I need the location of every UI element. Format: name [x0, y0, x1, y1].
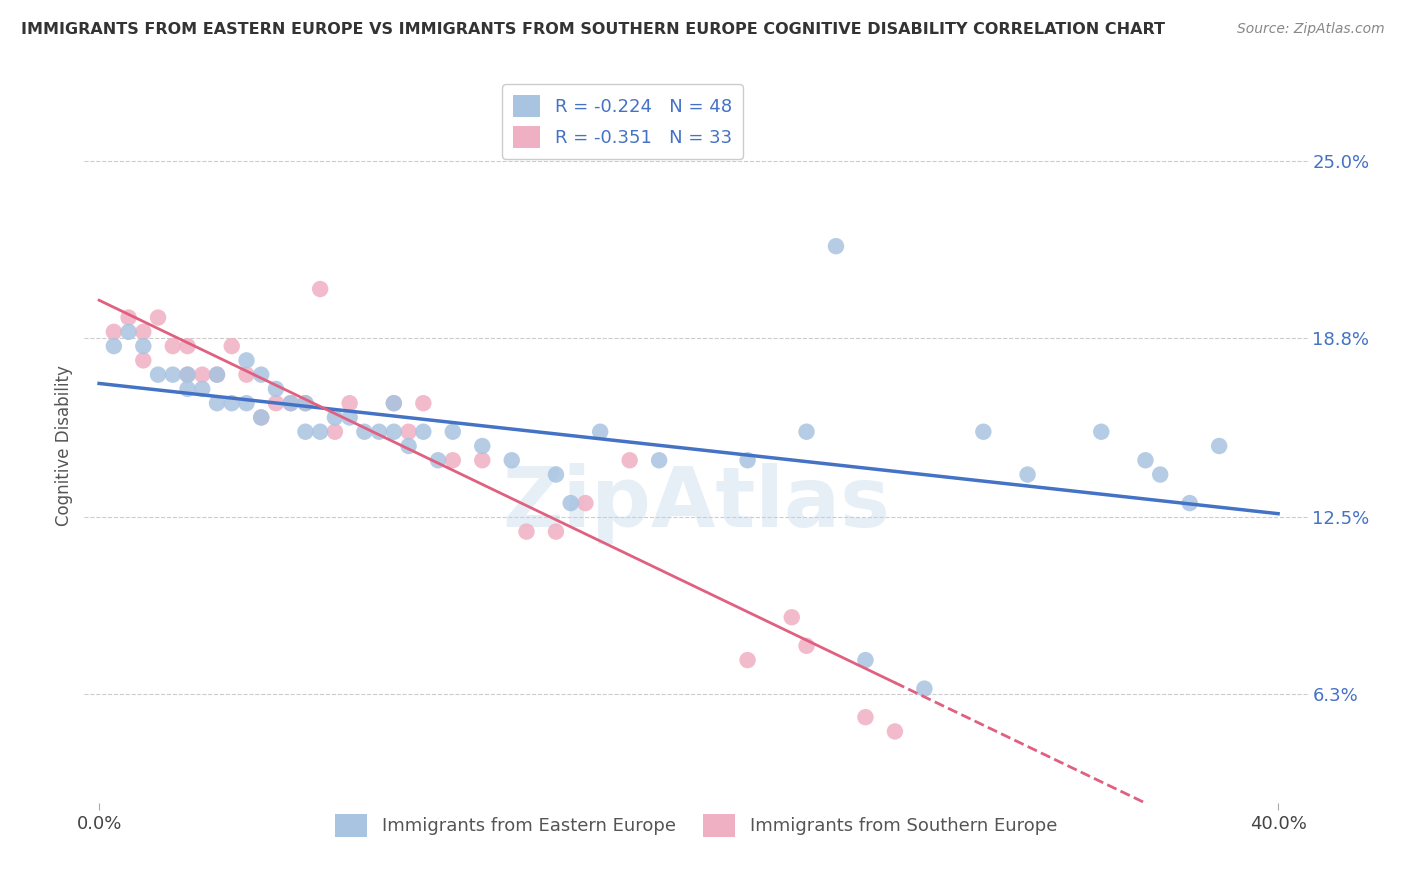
Point — [205, 368, 228, 382]
Point — [264, 382, 287, 396]
Point — [412, 425, 434, 439]
Point — [825, 239, 848, 253]
Point — [855, 653, 877, 667]
Point — [972, 425, 994, 439]
Point — [796, 639, 818, 653]
Point — [884, 724, 907, 739]
Point — [382, 425, 405, 439]
Point — [560, 496, 582, 510]
Point — [250, 410, 273, 425]
Point — [191, 368, 214, 382]
Point — [1135, 453, 1157, 467]
Point — [146, 310, 169, 325]
Point — [382, 396, 405, 410]
Point — [1017, 467, 1039, 482]
Point — [737, 653, 759, 667]
Point — [412, 396, 434, 410]
Point — [132, 325, 155, 339]
Point — [250, 368, 273, 382]
Point — [339, 410, 361, 425]
Text: Source: ZipAtlas.com: Source: ZipAtlas.com — [1237, 22, 1385, 37]
Point — [235, 396, 257, 410]
Point — [1090, 425, 1112, 439]
Point — [117, 325, 139, 339]
Point — [103, 339, 125, 353]
Point — [309, 425, 332, 439]
Legend: Immigrants from Eastern Europe, Immigrants from Southern Europe: Immigrants from Eastern Europe, Immigran… — [328, 807, 1064, 844]
Point — [912, 681, 935, 696]
Point — [221, 339, 243, 353]
Point — [589, 425, 612, 439]
Point — [191, 382, 214, 396]
Point — [339, 396, 361, 410]
Point — [280, 396, 302, 410]
Point — [250, 410, 273, 425]
Point — [294, 396, 316, 410]
Point — [264, 396, 287, 410]
Point — [294, 396, 316, 410]
Point — [427, 453, 450, 467]
Point — [1178, 496, 1201, 510]
Point — [176, 368, 198, 382]
Point — [737, 453, 759, 467]
Point — [162, 368, 184, 382]
Point — [323, 425, 346, 439]
Point — [544, 524, 567, 539]
Point — [441, 425, 464, 439]
Point — [235, 368, 257, 382]
Point — [780, 610, 803, 624]
Point — [1149, 467, 1171, 482]
Point — [368, 425, 391, 439]
Point — [176, 382, 198, 396]
Point — [398, 425, 420, 439]
Point — [398, 439, 420, 453]
Point — [855, 710, 877, 724]
Point — [382, 396, 405, 410]
Point — [294, 425, 316, 439]
Point — [353, 425, 375, 439]
Point — [323, 410, 346, 425]
Point — [796, 425, 818, 439]
Point — [132, 339, 155, 353]
Point — [205, 368, 228, 382]
Point — [1208, 439, 1230, 453]
Point — [176, 339, 198, 353]
Point — [280, 396, 302, 410]
Point — [441, 453, 464, 467]
Text: ZipAtlas: ZipAtlas — [502, 463, 890, 543]
Point — [648, 453, 671, 467]
Point — [515, 524, 537, 539]
Point — [574, 496, 596, 510]
Point — [544, 467, 567, 482]
Point — [471, 453, 494, 467]
Text: IMMIGRANTS FROM EASTERN EUROPE VS IMMIGRANTS FROM SOUTHERN EUROPE COGNITIVE DISA: IMMIGRANTS FROM EASTERN EUROPE VS IMMIGR… — [21, 22, 1166, 37]
Point — [117, 310, 139, 325]
Y-axis label: Cognitive Disability: Cognitive Disability — [55, 366, 73, 526]
Point — [103, 325, 125, 339]
Point — [146, 368, 169, 382]
Point — [501, 453, 523, 467]
Point — [235, 353, 257, 368]
Point — [221, 396, 243, 410]
Point — [162, 339, 184, 353]
Point — [471, 439, 494, 453]
Point — [132, 353, 155, 368]
Point — [309, 282, 332, 296]
Point — [619, 453, 641, 467]
Point — [205, 396, 228, 410]
Point — [176, 368, 198, 382]
